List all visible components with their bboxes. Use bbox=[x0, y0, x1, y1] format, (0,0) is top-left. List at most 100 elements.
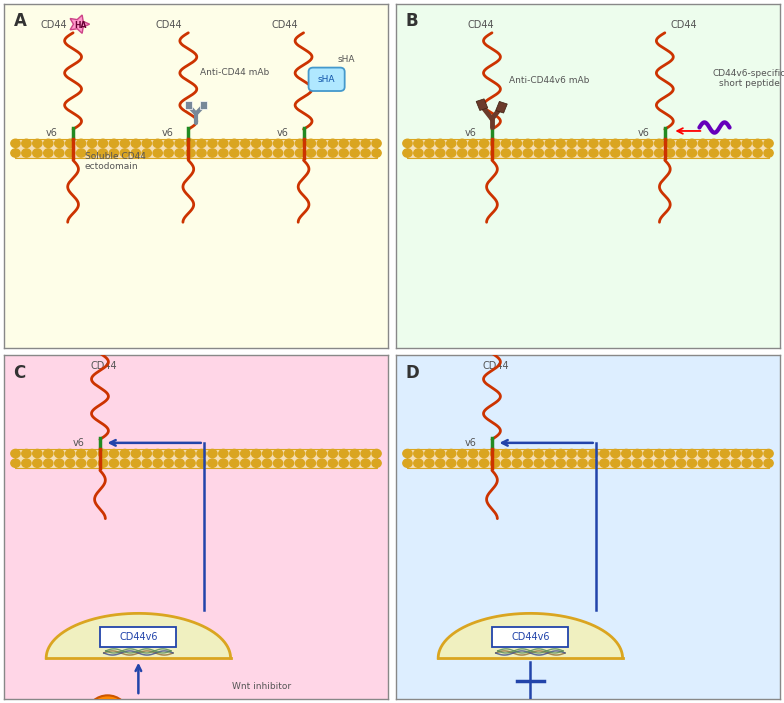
Circle shape bbox=[372, 459, 381, 467]
Circle shape bbox=[350, 149, 359, 157]
Circle shape bbox=[480, 149, 488, 157]
Bar bbox=[408, 449, 768, 468]
Circle shape bbox=[164, 139, 173, 148]
Circle shape bbox=[469, 459, 477, 467]
Text: A: A bbox=[13, 12, 27, 30]
FancyBboxPatch shape bbox=[309, 67, 345, 91]
Circle shape bbox=[285, 139, 294, 148]
Circle shape bbox=[296, 459, 304, 467]
Circle shape bbox=[447, 149, 456, 157]
Circle shape bbox=[523, 139, 532, 148]
Circle shape bbox=[600, 459, 609, 467]
Circle shape bbox=[731, 459, 740, 467]
Circle shape bbox=[414, 449, 423, 458]
Circle shape bbox=[98, 139, 107, 148]
Circle shape bbox=[241, 459, 250, 467]
Circle shape bbox=[490, 459, 499, 467]
Circle shape bbox=[764, 139, 773, 148]
Circle shape bbox=[567, 139, 576, 148]
Circle shape bbox=[339, 149, 348, 157]
Circle shape bbox=[33, 459, 42, 467]
Circle shape bbox=[120, 459, 129, 467]
Circle shape bbox=[88, 695, 128, 703]
Circle shape bbox=[469, 449, 477, 458]
Circle shape bbox=[589, 449, 598, 458]
Circle shape bbox=[44, 449, 53, 458]
Circle shape bbox=[731, 449, 740, 458]
Circle shape bbox=[197, 449, 206, 458]
Circle shape bbox=[578, 449, 587, 458]
Circle shape bbox=[328, 149, 337, 157]
Circle shape bbox=[252, 459, 261, 467]
Circle shape bbox=[131, 149, 140, 157]
Circle shape bbox=[66, 139, 74, 148]
Circle shape bbox=[296, 149, 304, 157]
Circle shape bbox=[688, 139, 696, 148]
Circle shape bbox=[414, 459, 423, 467]
Circle shape bbox=[307, 139, 315, 148]
Circle shape bbox=[731, 149, 740, 157]
Circle shape bbox=[655, 149, 664, 157]
Circle shape bbox=[764, 149, 773, 157]
Circle shape bbox=[699, 139, 707, 148]
Circle shape bbox=[677, 449, 686, 458]
Circle shape bbox=[66, 459, 74, 467]
Circle shape bbox=[11, 149, 20, 157]
Circle shape bbox=[339, 459, 348, 467]
Circle shape bbox=[677, 459, 686, 467]
Circle shape bbox=[339, 449, 348, 458]
Circle shape bbox=[372, 149, 381, 157]
Circle shape bbox=[274, 139, 283, 148]
Circle shape bbox=[361, 149, 370, 157]
Circle shape bbox=[120, 449, 129, 458]
Circle shape bbox=[131, 139, 140, 148]
Circle shape bbox=[578, 139, 587, 148]
Circle shape bbox=[589, 139, 598, 148]
Circle shape bbox=[567, 149, 576, 157]
Circle shape bbox=[534, 459, 543, 467]
Circle shape bbox=[611, 139, 620, 148]
Circle shape bbox=[490, 149, 499, 157]
Circle shape bbox=[556, 449, 565, 458]
Circle shape bbox=[339, 139, 348, 148]
Circle shape bbox=[534, 149, 543, 157]
Circle shape bbox=[11, 459, 20, 467]
Circle shape bbox=[501, 449, 510, 458]
Circle shape bbox=[688, 449, 696, 458]
Bar bbox=[16, 138, 376, 158]
Circle shape bbox=[633, 139, 642, 148]
Circle shape bbox=[175, 149, 184, 157]
Circle shape bbox=[285, 449, 294, 458]
Circle shape bbox=[425, 149, 434, 157]
Circle shape bbox=[142, 459, 151, 467]
Circle shape bbox=[480, 449, 488, 458]
Circle shape bbox=[710, 139, 718, 148]
Circle shape bbox=[318, 459, 326, 467]
Bar bbox=[200, 101, 207, 108]
Circle shape bbox=[677, 139, 686, 148]
Circle shape bbox=[274, 449, 283, 458]
Circle shape bbox=[764, 449, 773, 458]
Circle shape bbox=[512, 459, 521, 467]
Circle shape bbox=[33, 449, 42, 458]
Text: v6: v6 bbox=[465, 128, 477, 138]
Circle shape bbox=[77, 139, 85, 148]
Text: v6: v6 bbox=[277, 128, 289, 138]
Circle shape bbox=[622, 149, 631, 157]
Circle shape bbox=[197, 459, 206, 467]
Circle shape bbox=[458, 139, 466, 148]
Circle shape bbox=[578, 459, 587, 467]
Circle shape bbox=[153, 149, 162, 157]
Text: CD44v6: CD44v6 bbox=[119, 633, 158, 643]
Circle shape bbox=[753, 149, 762, 157]
Circle shape bbox=[490, 449, 499, 458]
Circle shape bbox=[22, 149, 31, 157]
Circle shape bbox=[436, 459, 445, 467]
Circle shape bbox=[307, 459, 315, 467]
Text: HA: HA bbox=[74, 21, 87, 30]
Circle shape bbox=[318, 149, 326, 157]
Circle shape bbox=[589, 459, 598, 467]
Circle shape bbox=[208, 149, 217, 157]
Circle shape bbox=[296, 449, 304, 458]
Circle shape bbox=[742, 139, 751, 148]
